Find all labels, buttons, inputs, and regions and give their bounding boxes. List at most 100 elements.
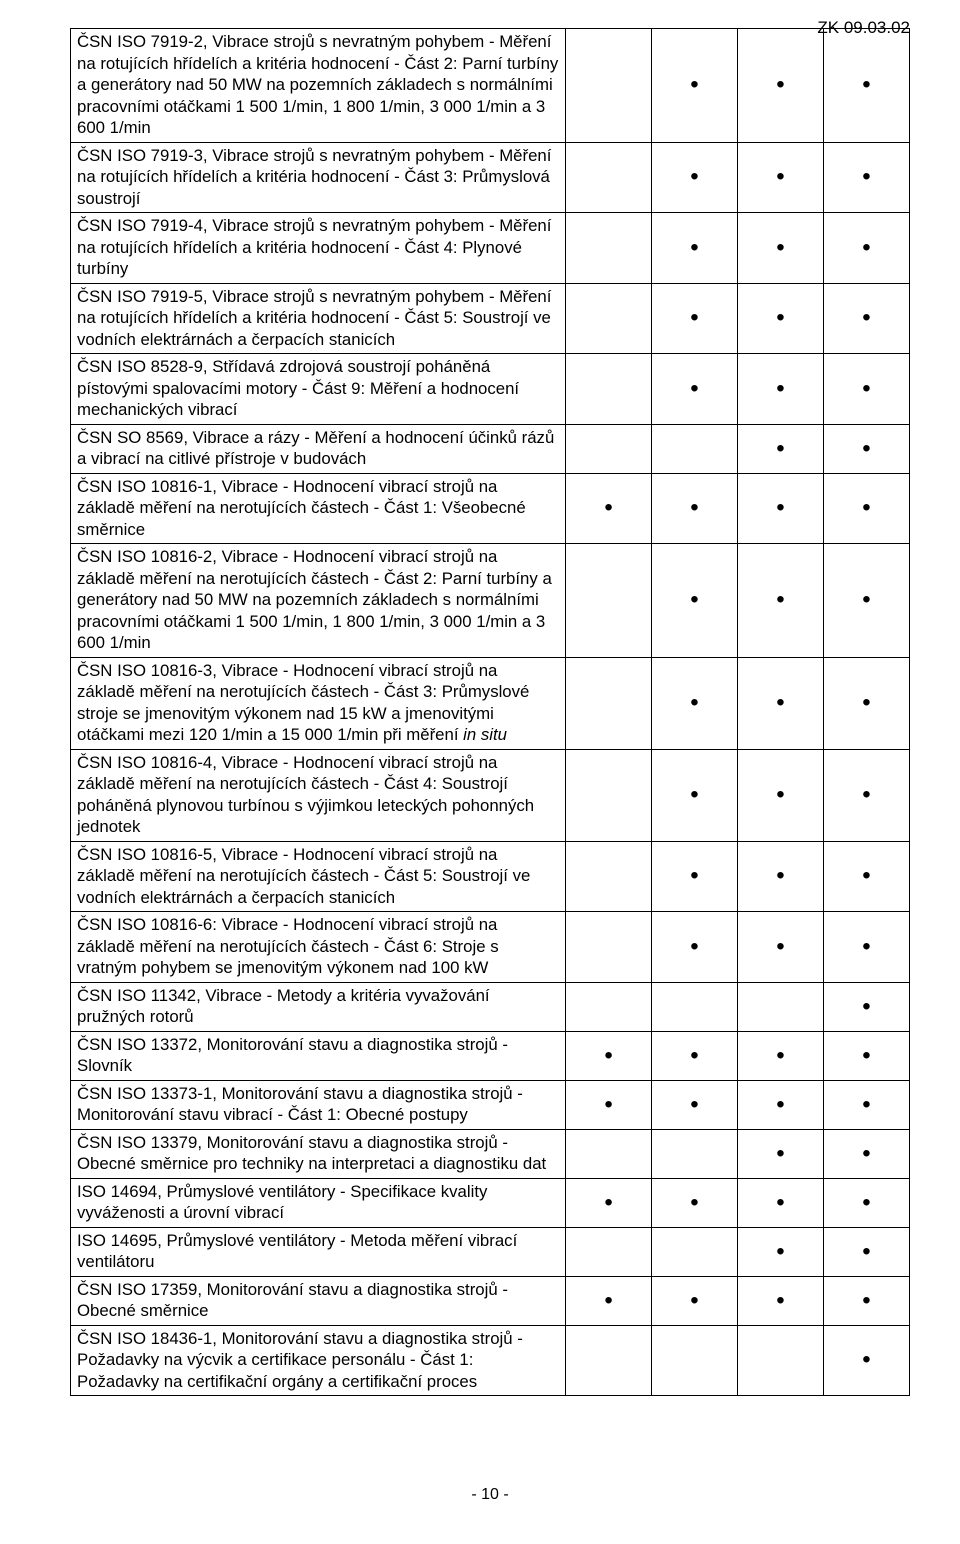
standard-description: ČSN ISO 11342, Vibrace - Metody a kritér…	[71, 982, 566, 1031]
dot-cell: •	[738, 1227, 824, 1276]
dot-cell: •	[823, 1178, 909, 1227]
standard-description: ČSN ISO 10816-3, Vibrace - Hodnocení vib…	[71, 657, 566, 749]
dot-cell	[738, 1325, 824, 1396]
dot-cell: •	[823, 544, 909, 658]
standard-description: ČSN ISO 13373-1, Monitorování stavu a di…	[71, 1080, 566, 1129]
dot-cell: •	[652, 841, 738, 912]
table-row: ČSN ISO 7919-4, Vibrace strojů s nevratn…	[71, 213, 910, 284]
dot-cell: •	[738, 1129, 824, 1178]
dot-cell	[566, 283, 652, 354]
standard-description: ČSN ISO 13372, Monitorování stavu a diag…	[71, 1031, 566, 1080]
dot-cell	[652, 424, 738, 473]
dot-cell: •	[823, 1129, 909, 1178]
dot-cell: •	[823, 1080, 909, 1129]
standard-description: ČSN ISO 10816-4, Vibrace - Hodnocení vib…	[71, 749, 566, 841]
dot-cell	[566, 1325, 652, 1396]
dot-cell: •	[652, 912, 738, 983]
dot-cell: •	[652, 1178, 738, 1227]
dot-cell: •	[738, 142, 824, 213]
table-row: ČSN ISO 10816-6: Vibrace - Hodnocení vib…	[71, 912, 910, 983]
dot-cell: •	[823, 213, 909, 284]
dot-cell: •	[652, 1276, 738, 1325]
dot-cell	[566, 424, 652, 473]
dot-cell: •	[823, 1325, 909, 1396]
standard-description: ČSN ISO 10816-1, Vibrace - Hodnocení vib…	[71, 473, 566, 544]
dot-cell	[566, 29, 652, 143]
standard-description: ČSN ISO 7919-3, Vibrace strojů s nevratn…	[71, 142, 566, 213]
standard-description: ČSN ISO 17359, Monitorování stavu a diag…	[71, 1276, 566, 1325]
dot-cell: •	[823, 657, 909, 749]
dot-cell: •	[823, 29, 909, 143]
page-number: - 10 -	[70, 1486, 910, 1504]
table-row: ČSN ISO 7919-3, Vibrace strojů s nevratn…	[71, 142, 910, 213]
standard-description: ČSN ISO 13379, Monitorování stavu a diag…	[71, 1129, 566, 1178]
dot-cell: •	[566, 1178, 652, 1227]
dot-cell	[652, 1129, 738, 1178]
dot-cell: •	[652, 749, 738, 841]
table-row: ČSN ISO 10816-2, Vibrace - Hodnocení vib…	[71, 544, 910, 658]
table-row: ČSN ISO 18436-1, Monitorování stavu a di…	[71, 1325, 910, 1396]
dot-cell: •	[823, 142, 909, 213]
dot-cell: •	[823, 1276, 909, 1325]
dot-cell: •	[652, 142, 738, 213]
table-row: ČSN SO 8569, Vibrace a rázy - Měření a h…	[71, 424, 910, 473]
dot-cell: •	[823, 912, 909, 983]
table-row: ČSN ISO 10816-3, Vibrace - Hodnocení vib…	[71, 657, 910, 749]
dot-cell: •	[566, 473, 652, 544]
dot-cell	[566, 657, 652, 749]
dot-cell	[566, 1129, 652, 1178]
dot-cell: •	[823, 424, 909, 473]
dot-cell: •	[823, 841, 909, 912]
dot-cell: •	[566, 1031, 652, 1080]
dot-cell: •	[823, 749, 909, 841]
dot-cell: •	[738, 29, 824, 143]
dot-cell: •	[823, 283, 909, 354]
table-row: ČSN ISO 11342, Vibrace - Metody a kritér…	[71, 982, 910, 1031]
dot-cell: •	[738, 1276, 824, 1325]
table-row: ISO 14694, Průmyslové ventilátory - Spec…	[71, 1178, 910, 1227]
dot-cell	[566, 1227, 652, 1276]
dot-cell: •	[652, 213, 738, 284]
dot-cell	[652, 982, 738, 1031]
dot-cell	[738, 982, 824, 1031]
dot-cell	[566, 544, 652, 658]
standard-description: ČSN ISO 18436-1, Monitorování stavu a di…	[71, 1325, 566, 1396]
standard-description: ČSN ISO 10816-2, Vibrace - Hodnocení vib…	[71, 544, 566, 658]
dot-cell	[566, 749, 652, 841]
dot-cell: •	[738, 1178, 824, 1227]
dot-cell: •	[738, 1031, 824, 1080]
page: ZK 09.03.02 ČSN ISO 7919-2, Vibrace stro…	[0, 0, 960, 1544]
dot-cell: •	[823, 1031, 909, 1080]
dot-cell: •	[652, 544, 738, 658]
dot-cell: •	[738, 473, 824, 544]
standard-description: ČSN ISO 7919-2, Vibrace strojů s nevratn…	[71, 29, 566, 143]
table-row: ČSN ISO 17359, Monitorování stavu a diag…	[71, 1276, 910, 1325]
dot-cell: •	[823, 473, 909, 544]
dot-cell: •	[566, 1276, 652, 1325]
table-row: ČSN ISO 10816-4, Vibrace - Hodnocení vib…	[71, 749, 910, 841]
dot-cell: •	[652, 1031, 738, 1080]
standard-description: ČSN ISO 8528-9, Střídavá zdrojová soustr…	[71, 354, 566, 425]
standards-table: ČSN ISO 7919-2, Vibrace strojů s nevratn…	[70, 28, 910, 1396]
dot-cell: •	[652, 1080, 738, 1129]
dot-cell: •	[652, 283, 738, 354]
dot-cell	[566, 213, 652, 284]
dot-cell	[566, 841, 652, 912]
dot-cell	[566, 142, 652, 213]
standard-description: ISO 14695, Průmyslové ventilátory - Meto…	[71, 1227, 566, 1276]
table-row: ČSN ISO 10816-5, Vibrace - Hodnocení vib…	[71, 841, 910, 912]
table-row: ČSN ISO 13373-1, Monitorování stavu a di…	[71, 1080, 910, 1129]
dot-cell: •	[652, 657, 738, 749]
dot-cell	[652, 1227, 738, 1276]
standard-description: ISO 14694, Průmyslové ventilátory - Spec…	[71, 1178, 566, 1227]
dot-cell: •	[823, 1227, 909, 1276]
dot-cell	[566, 354, 652, 425]
dot-cell: •	[738, 749, 824, 841]
dot-cell: •	[738, 544, 824, 658]
standard-description: ČSN SO 8569, Vibrace a rázy - Měření a h…	[71, 424, 566, 473]
dot-cell: •	[738, 424, 824, 473]
table-row: ISO 14695, Průmyslové ventilátory - Meto…	[71, 1227, 910, 1276]
table-row: ČSN ISO 13372, Monitorování stavu a diag…	[71, 1031, 910, 1080]
dot-cell: •	[823, 354, 909, 425]
standard-description: ČSN ISO 7919-4, Vibrace strojů s nevratn…	[71, 213, 566, 284]
